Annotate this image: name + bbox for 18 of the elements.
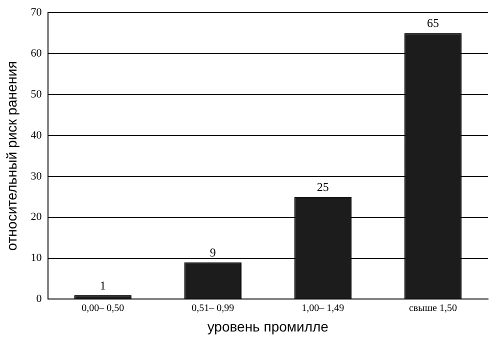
- x-tick-label: 1,00– 1,49: [302, 302, 344, 314]
- x-tick-label: свыше 1,50: [408, 302, 457, 314]
- y-tick-label: 60: [30, 47, 42, 60]
- y-tick-label: 70: [30, 6, 42, 18]
- x-tick-label: 0,51– 0,99: [192, 302, 234, 314]
- data-label: 25: [316, 180, 329, 194]
- y-tick-label: 40: [30, 129, 42, 142]
- data-label: 9: [210, 246, 216, 260]
- data-label: 65: [426, 16, 439, 30]
- y-tick-label: 0: [36, 293, 42, 306]
- y-tick-label: 30: [30, 170, 42, 182]
- y-tick-label: 20: [30, 211, 42, 224]
- y-tick-label: 50: [30, 88, 42, 100]
- x-axis-title: уровень промилле: [207, 318, 329, 334]
- data-label: 1: [100, 278, 106, 292]
- y-axis-title: относительный риск ранения: [3, 61, 20, 251]
- x-tick-label: 0,00– 0,50: [82, 302, 124, 314]
- y-tick-label: 10: [30, 252, 42, 264]
